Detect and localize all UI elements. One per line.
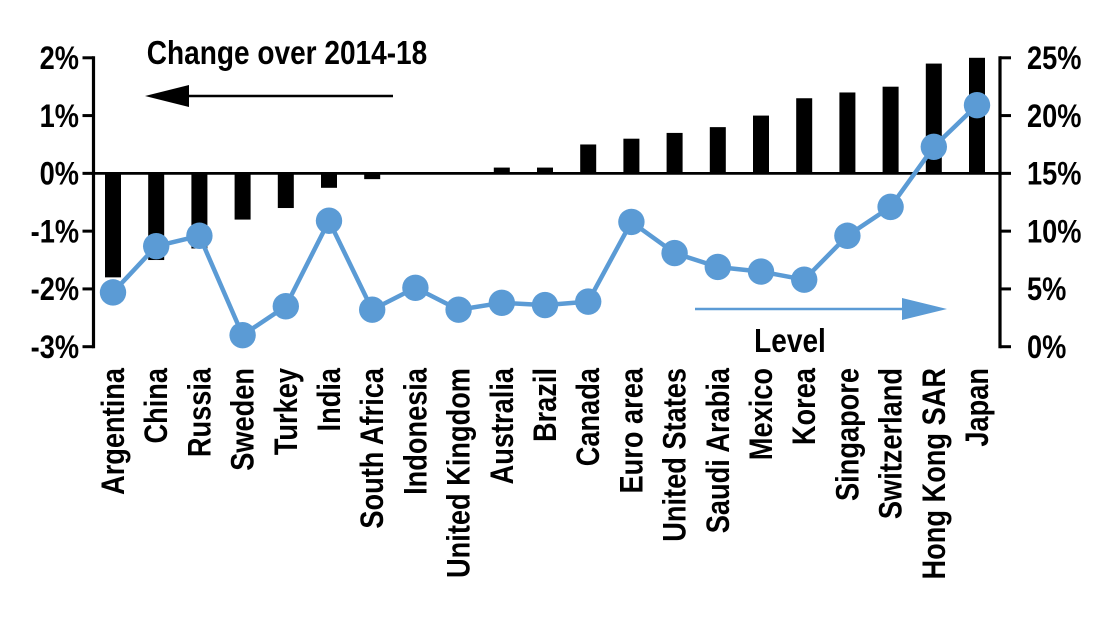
left-axis-tick-label: 0% (40, 157, 79, 193)
bar (493, 167, 510, 174)
bar (580, 144, 597, 174)
level-marker (143, 232, 170, 260)
right-axis-tick-label: 0% (1027, 330, 1066, 366)
bar (277, 173, 294, 209)
category-label: Argentina (96, 368, 132, 495)
level-marker (877, 193, 904, 221)
bar (321, 173, 337, 188)
level-marker (920, 133, 947, 160)
bar (364, 173, 381, 180)
right-axis-tick-label: 5% (1027, 272, 1066, 308)
level-marker (99, 279, 127, 306)
category-label: China (139, 368, 175, 444)
right-arrow-icon (902, 298, 947, 320)
bar (882, 86, 899, 174)
level-marker (704, 253, 731, 281)
left-axis-tick-label: 1% (40, 99, 79, 135)
category-label: Singapore (830, 368, 866, 501)
level-marker (229, 321, 256, 349)
bar (537, 167, 553, 174)
bar (839, 92, 856, 174)
right-axis-tick-label: 15% (1027, 157, 1081, 193)
category-label: Switzerland (874, 368, 910, 519)
category-label: Japan (960, 368, 996, 447)
category-label: Hong Kong SAR (917, 368, 953, 579)
category-label: South Africa (355, 368, 391, 529)
bar (796, 98, 813, 174)
category-label: India (312, 368, 348, 432)
level-marker (791, 266, 818, 293)
left-arrow-icon (145, 85, 189, 107)
level-marker (575, 288, 602, 315)
line-series-label: Level (754, 323, 826, 360)
left-axis-tick-label: -2% (31, 272, 79, 308)
category-label: Indonesia (398, 368, 434, 495)
right-axis-tick-label: 10% (1027, 214, 1081, 250)
bar (623, 138, 640, 174)
left-axis-tick-label: -1% (31, 214, 79, 250)
bar (234, 173, 251, 220)
category-label: Sweden (226, 368, 262, 471)
level-marker (186, 222, 213, 249)
category-label: Russia (182, 368, 218, 458)
category-label: Mexico (744, 368, 780, 460)
category-label: United Kingdom (442, 368, 478, 578)
category-label: Saudi Arabia (701, 368, 737, 534)
level-marker (272, 293, 299, 320)
category-label: Brazil (528, 368, 564, 442)
right-axis-tick-label: 20% (1027, 99, 1081, 135)
category-label: United States (658, 368, 694, 542)
level-marker (402, 274, 429, 301)
level-marker (488, 289, 515, 316)
category-label: Euro area (614, 368, 650, 494)
bar-series-label: Change over 2014-18 (147, 35, 427, 72)
category-label: Australia (485, 368, 521, 485)
bar (753, 115, 769, 174)
level-marker (618, 208, 645, 236)
level-marker (531, 291, 559, 319)
category-label: Turkey (269, 368, 305, 456)
left-axis-tick-label: -3% (31, 330, 79, 366)
left-axis-tick-label: 2% (40, 41, 79, 77)
category-label: Korea (787, 368, 823, 446)
level-marker (315, 207, 343, 234)
level-marker (445, 296, 472, 323)
right-axis-tick-label: 25% (1027, 41, 1081, 77)
bar (105, 173, 121, 278)
level-marker (661, 239, 688, 267)
bar (666, 132, 683, 174)
bar (709, 127, 726, 174)
category-label: Canada (571, 368, 607, 467)
level-marker (963, 91, 991, 119)
level-marker (834, 222, 861, 249)
level-marker (359, 296, 386, 323)
level-marker (747, 258, 775, 285)
